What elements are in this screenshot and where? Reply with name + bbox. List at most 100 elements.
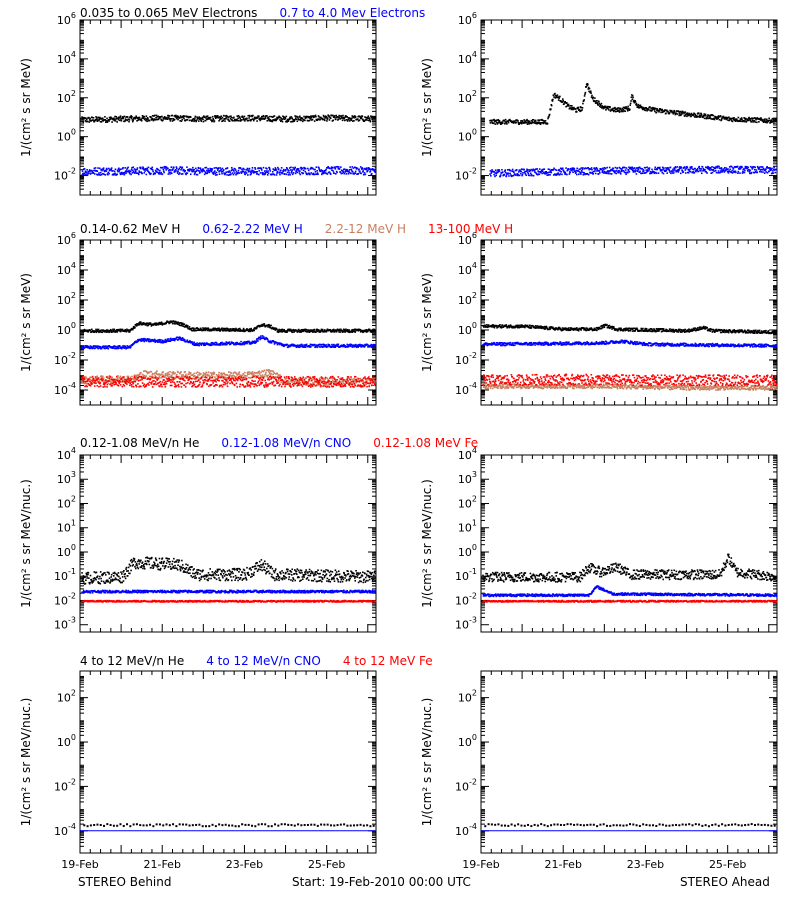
data-point	[615, 169, 618, 172]
data-point	[88, 169, 91, 171]
data-point	[328, 171, 331, 173]
data-point	[644, 166, 647, 169]
data-point	[631, 166, 634, 169]
data-point	[185, 172, 188, 174]
data-point	[668, 112, 671, 114]
data-point	[536, 122, 539, 125]
data-point	[137, 340, 140, 343]
data-point	[743, 117, 745, 119]
data-point	[368, 117, 370, 119]
data-point	[280, 328, 283, 331]
data-point	[287, 328, 290, 331]
data-point	[663, 169, 666, 172]
data-point	[289, 344, 291, 346]
data-point	[303, 345, 305, 348]
data-point	[285, 331, 287, 333]
data-point	[520, 120, 522, 122]
data-point	[169, 169, 172, 171]
data-point	[176, 170, 179, 173]
data-point	[211, 328, 214, 331]
data-point	[518, 171, 520, 173]
data-point	[315, 173, 318, 176]
data-point	[263, 173, 266, 176]
data-point	[590, 172, 592, 174]
data-point	[627, 105, 629, 108]
data-point	[681, 169, 683, 171]
data-point	[302, 169, 305, 172]
data-point	[332, 329, 334, 331]
data-point	[247, 119, 249, 122]
data-point	[210, 170, 213, 173]
data-point	[200, 327, 202, 330]
data-point	[110, 345, 112, 348]
data-point	[315, 330, 318, 332]
data-point	[319, 343, 321, 346]
y-tick-label: 100	[458, 128, 477, 144]
data-point	[180, 168, 182, 171]
data-point	[199, 167, 202, 170]
data-point	[152, 119, 155, 122]
data-point	[671, 172, 674, 174]
data-point	[321, 329, 324, 332]
data-point	[218, 328, 221, 331]
data-point	[728, 170, 731, 172]
data-point	[156, 340, 159, 342]
data-point	[323, 343, 326, 346]
data-point	[574, 108, 577, 110]
data-point	[198, 116, 200, 118]
data-point	[582, 173, 585, 176]
data-point	[217, 115, 219, 117]
data-point	[328, 119, 331, 121]
data-point	[258, 173, 260, 176]
data-point	[330, 166, 333, 169]
data-point	[233, 172, 236, 174]
series-0-035-to-0-065-mev-electrons	[489, 82, 778, 126]
data-point	[620, 169, 623, 172]
data-point	[354, 170, 357, 173]
data-point	[280, 120, 282, 123]
data-point	[107, 119, 110, 122]
data-point	[202, 120, 205, 123]
data-point	[113, 118, 116, 121]
data-point	[244, 173, 247, 176]
data-point	[528, 169, 530, 171]
data-point	[179, 322, 181, 324]
data-point	[209, 169, 212, 171]
data-point	[281, 172, 284, 174]
data-point	[637, 105, 639, 108]
data-point	[202, 168, 204, 170]
data-point	[128, 329, 131, 332]
data-point	[224, 115, 227, 117]
data-point	[651, 109, 653, 112]
data-point	[757, 117, 760, 120]
data-point	[624, 110, 627, 113]
data-point	[101, 329, 103, 331]
data-point	[203, 344, 205, 347]
data-point	[89, 378, 92, 381]
data-point	[139, 167, 142, 170]
data-point	[664, 109, 666, 111]
data-point	[321, 343, 324, 346]
data-point	[613, 109, 616, 112]
data-point	[768, 170, 770, 172]
data-point	[243, 341, 246, 343]
data-point	[218, 116, 221, 118]
data-point	[556, 172, 559, 175]
data-point	[552, 94, 555, 97]
data-point	[285, 173, 288, 176]
data-point	[127, 118, 130, 121]
data-point	[277, 331, 280, 334]
data-point	[370, 345, 372, 348]
data-point	[359, 343, 361, 346]
data-point	[631, 169, 634, 172]
data-point	[122, 345, 124, 347]
data-point	[111, 331, 114, 333]
data-point	[81, 382, 83, 384]
data-point	[536, 121, 539, 124]
data-point	[178, 323, 180, 326]
data-point	[530, 122, 532, 125]
data-point	[661, 111, 664, 114]
data-point	[622, 108, 625, 111]
data-point	[348, 344, 350, 346]
data-point	[83, 347, 86, 349]
